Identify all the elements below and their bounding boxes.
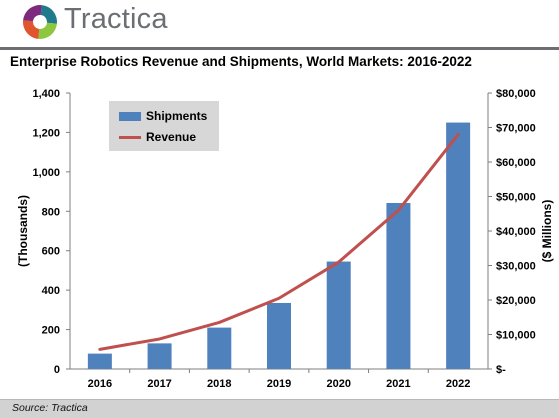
x-tick-label: 2022 bbox=[446, 378, 470, 390]
x-tick-label: 2020 bbox=[326, 378, 350, 390]
legend-item-shipments: Shipments bbox=[119, 108, 207, 124]
right-tick-label: $80,000 bbox=[496, 88, 536, 100]
shipments-bar bbox=[267, 303, 291, 369]
right-tick-label: $40,000 bbox=[496, 226, 536, 238]
right-tick-label: $30,000 bbox=[496, 261, 536, 273]
right-tick-label: $- bbox=[496, 364, 506, 376]
right-tick-label: $10,000 bbox=[496, 330, 536, 342]
left-tick-label: 400 bbox=[42, 285, 60, 297]
right-tick-label: $70,000 bbox=[496, 123, 536, 135]
right-tick-label: $60,000 bbox=[496, 157, 536, 169]
left-tick-label: 1,200 bbox=[32, 127, 60, 139]
y-left-axis-title: (Thousands) bbox=[16, 195, 30, 267]
left-tick-label: 1,000 bbox=[32, 167, 60, 179]
shipments-bar bbox=[327, 262, 351, 369]
left-tick-label: 1,400 bbox=[32, 88, 60, 100]
left-tick-label: 600 bbox=[42, 246, 60, 258]
left-tick-label: 0 bbox=[54, 364, 60, 376]
x-tick-label: 2018 bbox=[207, 378, 231, 390]
legend-swatch-shipments bbox=[119, 112, 141, 121]
left-tick-label: 800 bbox=[42, 206, 60, 218]
shipments-bar bbox=[446, 123, 470, 369]
chart-legend: Shipments Revenue bbox=[109, 101, 219, 151]
shipments-bar bbox=[148, 343, 172, 369]
source-note: Source: Tractica bbox=[12, 402, 88, 414]
legend-item-revenue: Revenue bbox=[119, 129, 196, 145]
legend-label-shipments: Shipments bbox=[146, 109, 207, 123]
legend-label-revenue: Revenue bbox=[146, 130, 196, 144]
legend-swatch-revenue bbox=[119, 136, 141, 139]
shipments-bar bbox=[207, 328, 231, 369]
right-tick-label: $50,000 bbox=[496, 192, 536, 204]
footer: Source: Tractica bbox=[0, 399, 559, 418]
x-tick-label: 2019 bbox=[267, 378, 291, 390]
shipments-bar bbox=[88, 354, 112, 369]
right-tick-label: $20,000 bbox=[496, 295, 536, 307]
y-right-axis-title: ($ Millions) bbox=[540, 200, 554, 263]
x-tick-label: 2017 bbox=[147, 378, 171, 390]
x-tick-label: 2021 bbox=[386, 378, 410, 390]
shipments-bar bbox=[386, 203, 410, 369]
x-tick-label: 2016 bbox=[88, 378, 112, 390]
left-tick-label: 200 bbox=[42, 325, 60, 337]
